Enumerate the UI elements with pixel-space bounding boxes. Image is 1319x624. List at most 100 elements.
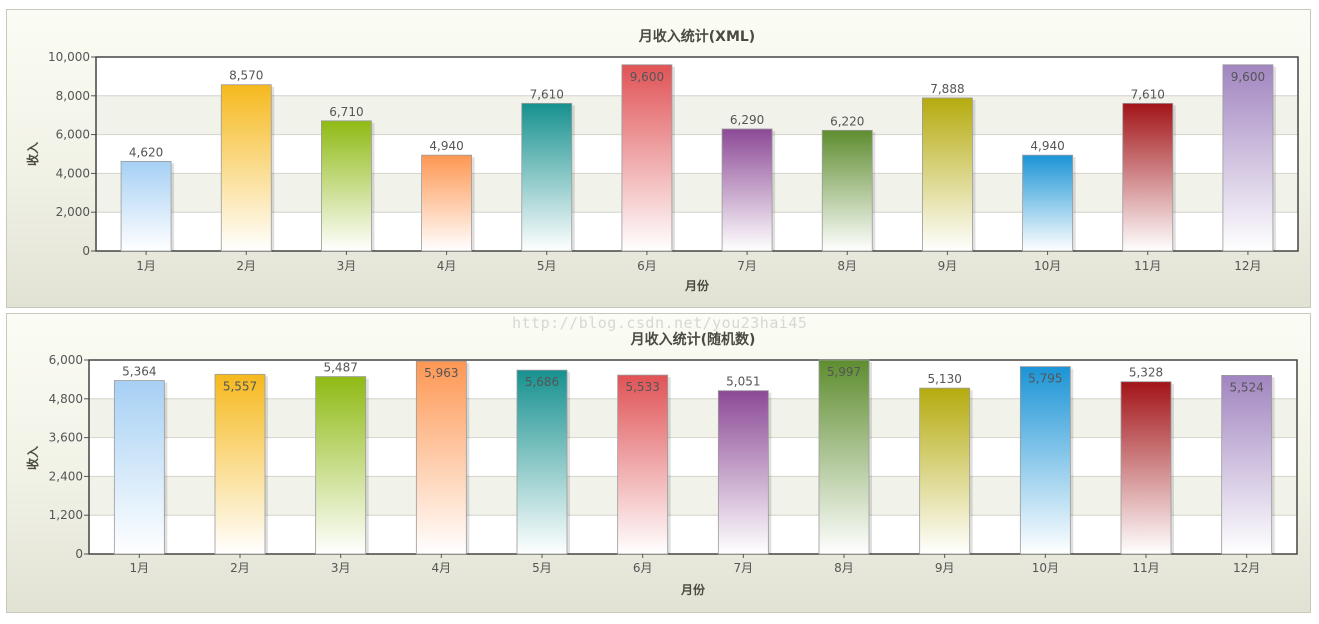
data-label: 8,570 xyxy=(229,69,263,83)
data-label: 7,610 xyxy=(1131,87,1165,101)
bar-8[interactable] xyxy=(818,359,870,555)
bar-1[interactable] xyxy=(113,380,165,555)
plot-band xyxy=(96,173,1298,213)
data-label: 5,795 xyxy=(1028,372,1062,386)
bar-9[interactable] xyxy=(922,97,973,252)
y-tick-label: 8,000 xyxy=(56,89,90,103)
data-label: 9,600 xyxy=(1231,70,1265,84)
x-tick-label: 9月 xyxy=(935,561,955,575)
bar-6[interactable] xyxy=(621,64,673,252)
data-label: 5,487 xyxy=(323,361,357,375)
data-label: 5,686 xyxy=(525,375,559,389)
plot-band xyxy=(89,360,1297,399)
plot-band xyxy=(89,398,1297,438)
x-tick-label: 8月 xyxy=(837,259,857,273)
bar-11[interactable] xyxy=(1122,102,1174,252)
data-label: 4,940 xyxy=(1030,139,1064,153)
data-label: 6,220 xyxy=(830,114,864,128)
x-tick-label: 5月 xyxy=(532,561,552,575)
plot-band xyxy=(89,515,1297,554)
data-label: 9,600 xyxy=(630,70,664,84)
plot-border xyxy=(95,56,1299,252)
data-label: 6,710 xyxy=(329,105,363,119)
plot-band xyxy=(96,134,1298,174)
data-label: 5,130 xyxy=(927,372,961,386)
x-tick-label: 12月 xyxy=(1234,259,1261,273)
x-tick-label: 10月 xyxy=(1034,259,1061,273)
x-tick-label: 5月 xyxy=(537,259,557,273)
data-label: 5,997 xyxy=(827,365,861,379)
data-label: 5,328 xyxy=(1129,366,1163,380)
x-tick-label: 6月 xyxy=(637,259,657,273)
bar-10[interactable] xyxy=(1019,366,1071,555)
plot-band xyxy=(89,437,1297,477)
y-tick-label: 10,000 xyxy=(48,50,90,64)
bar-3[interactable] xyxy=(321,120,372,252)
data-label: 4,620 xyxy=(129,145,163,159)
bar-8[interactable] xyxy=(821,129,873,252)
bar-10[interactable] xyxy=(1022,154,1073,252)
plot-band xyxy=(96,212,1298,251)
x-tick-label: 3月 xyxy=(337,259,357,273)
bar-12[interactable] xyxy=(1222,64,1274,252)
bar-11[interactable] xyxy=(1120,381,1172,555)
y-tick-label: 4,800 xyxy=(49,392,83,406)
x-tick-label: 1月 xyxy=(130,561,150,575)
y-tick-label: 2,400 xyxy=(49,469,83,483)
data-label: 6,290 xyxy=(730,113,764,127)
bar-3[interactable] xyxy=(315,376,367,555)
x-tick-label: 9月 xyxy=(938,259,958,273)
bar-4[interactable] xyxy=(415,360,467,555)
plot-band xyxy=(96,57,1298,96)
x-tick-label: 4月 xyxy=(432,561,452,575)
data-label: 5,051 xyxy=(726,375,760,389)
y-tick-label: 2,000 xyxy=(56,205,90,219)
y-tick-label: 1,200 xyxy=(49,508,83,522)
x-tick-label: 4月 xyxy=(437,259,457,273)
bar-7[interactable] xyxy=(717,390,769,555)
x-tick-label: 6月 xyxy=(633,561,653,575)
bar-1[interactable] xyxy=(120,160,172,252)
x-tick-label: 11月 xyxy=(1132,561,1159,575)
x-axis-title: 月份 xyxy=(684,278,710,293)
data-label: 5,533 xyxy=(625,380,659,394)
bar-7[interactable] xyxy=(721,128,773,252)
bar-4[interactable] xyxy=(421,154,472,252)
x-tick-label: 7月 xyxy=(737,259,757,273)
x-tick-label: 12月 xyxy=(1233,561,1260,575)
x-tick-label: 8月 xyxy=(834,561,854,575)
y-tick-label: 0 xyxy=(75,547,83,561)
chart-random: 月收入统计(随机数) 0 1,200 2,400 3,600 4,800 6,000 5,36… xyxy=(25,331,1298,597)
bar-6[interactable] xyxy=(617,374,669,555)
bar-2[interactable] xyxy=(220,84,272,252)
chart-xml: 月收入统计(XML) 0 2,000 4,000 6,000 8,000 10,000 4,6… xyxy=(25,28,1299,293)
plot-band xyxy=(96,95,1298,135)
data-label: 7,888 xyxy=(930,82,964,96)
y-tick-label: 0 xyxy=(82,244,90,258)
chart-title: 月收入统计(XML) xyxy=(638,28,755,45)
x-tick-label: 1月 xyxy=(136,259,156,273)
bar-2[interactable] xyxy=(214,373,266,555)
data-label: 7,610 xyxy=(530,87,564,101)
bar-12[interactable] xyxy=(1221,374,1273,555)
bar-9[interactable] xyxy=(919,387,971,555)
chart-panel-random: 月收入统计(随机数) 0 1,200 2,400 3,600 4,800 6,000 5,36… xyxy=(6,313,1311,613)
x-tick-label: 11月 xyxy=(1134,259,1161,273)
x-tick-label: 2月 xyxy=(236,259,256,273)
data-label: 5,364 xyxy=(122,365,156,379)
data-label: 5,963 xyxy=(424,366,458,380)
data-label: 5,557 xyxy=(223,379,257,393)
bar-5[interactable] xyxy=(516,369,568,555)
x-tick-label: 2月 xyxy=(230,561,250,575)
x-axis-title: 月份 xyxy=(680,582,706,597)
x-tick-label: 10月 xyxy=(1032,561,1059,575)
data-label: 5,524 xyxy=(1229,380,1263,394)
chart-panel-xml: 月收入统计(XML) 0 2,000 4,000 6,000 8,000 10,000 4,6… xyxy=(6,9,1311,308)
bar-5[interactable] xyxy=(521,102,573,252)
data-label: 4,940 xyxy=(429,139,463,153)
plot-border xyxy=(88,359,1298,555)
chart-title: 月收入统计(随机数) xyxy=(630,331,756,348)
y-axis-title: 收入 xyxy=(25,446,40,470)
x-tick-label: 7月 xyxy=(734,561,754,575)
plot-band xyxy=(89,476,1297,516)
